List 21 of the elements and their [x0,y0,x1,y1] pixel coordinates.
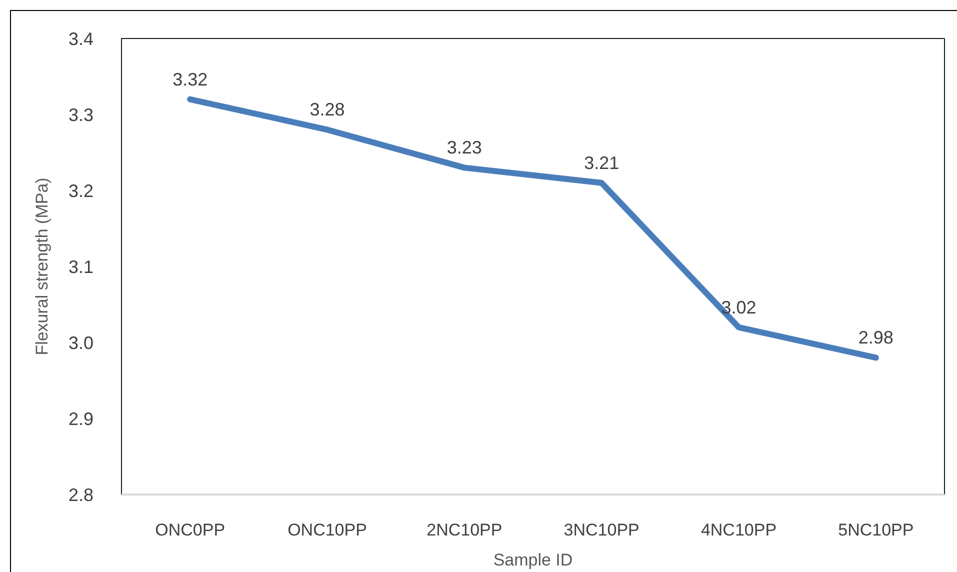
y-tick-label: 3.1 [68,257,94,277]
x-tick-label: 4NC10PP [700,520,777,540]
data-label: 3.28 [310,100,345,120]
y-tick-label: 3.4 [68,29,94,49]
data-label: 3.23 [446,138,482,158]
data-label: 3.32 [172,69,208,90]
x-tick-label: 3NC10PP [564,520,640,540]
x-axis-title: Sample ID [493,550,573,570]
y-tick-label: 3.3 [68,105,94,125]
data-label: 3.02 [721,297,756,318]
x-tick-label: 5NC10PP [838,520,914,540]
x-tick-label: 2NC10PP [426,520,502,540]
data-label: 3.21 [584,152,620,173]
x-tick-label: ONC10PP [288,520,367,540]
y-tick-label: 3.2 [68,181,94,201]
x-tick-label: ONC0PP [155,520,226,540]
y-tick-label: 2.9 [68,409,94,429]
y-tick-label: 3.0 [68,333,94,353]
y-axis-title: Flexural strength (MPa) [32,178,52,356]
data-label: 2.98 [858,328,894,348]
y-tick-label: 2.8 [68,485,94,505]
